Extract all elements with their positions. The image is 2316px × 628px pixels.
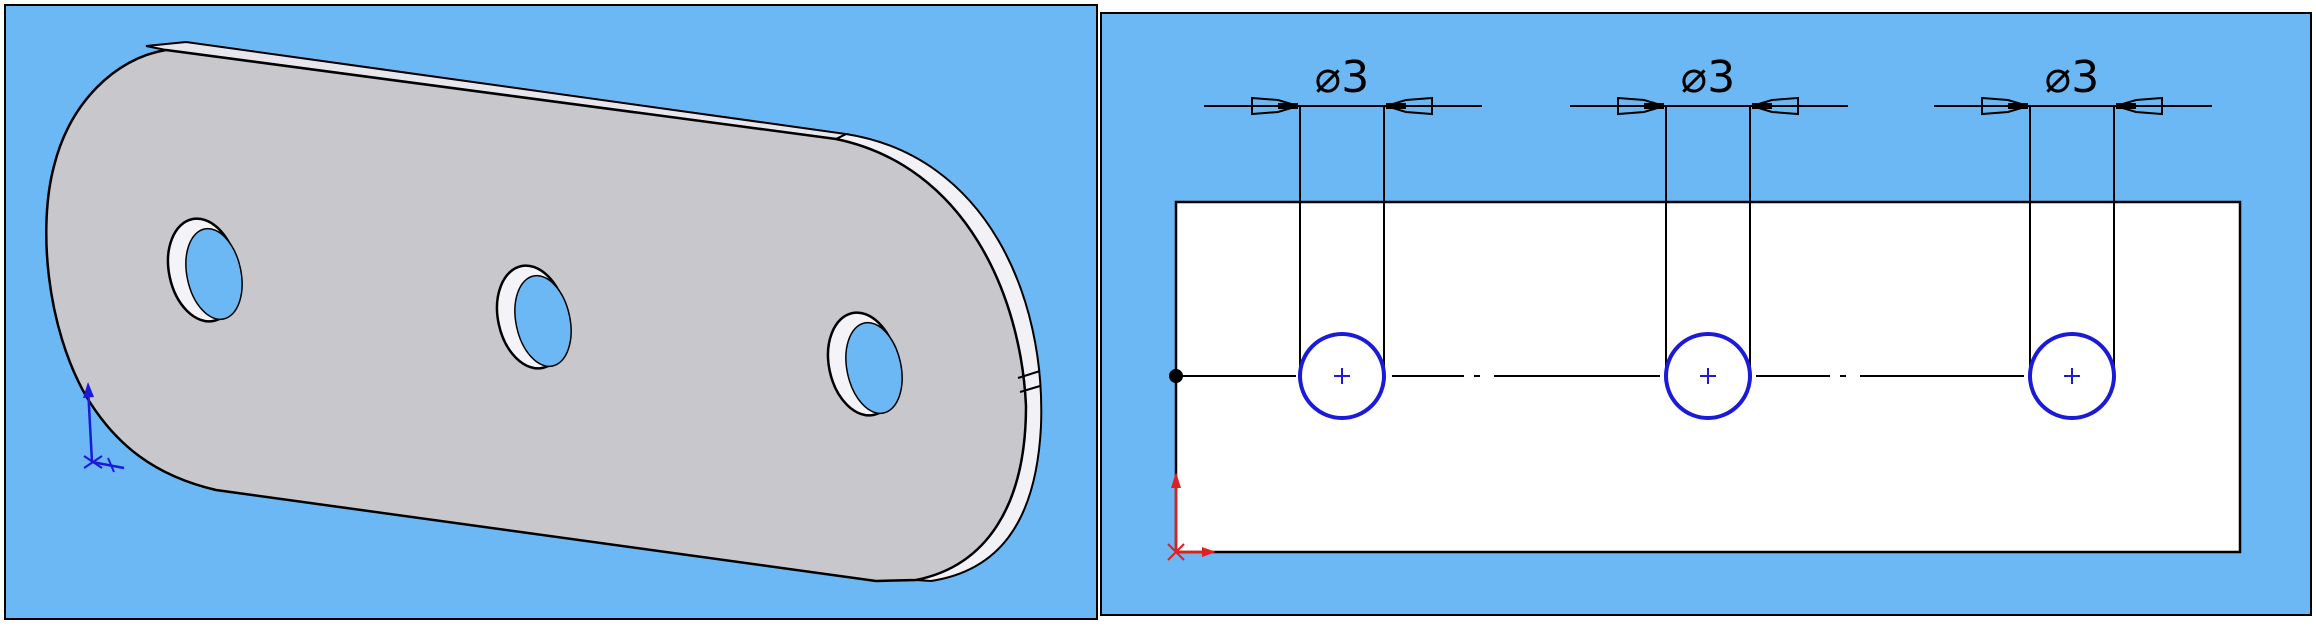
rim-seam-a — [1017, 370, 1041, 379]
hole-1[interactable] — [159, 212, 250, 328]
dimension-label-2[interactable]: ⌀3 — [1681, 52, 1735, 103]
sketch-viewport[interactable]: ⌀3 ⌀3 ⌀3 — [1100, 12, 2312, 616]
sketch-circle-1[interactable] — [1298, 332, 1386, 420]
dimension-label-3[interactable]: ⌀3 — [2045, 52, 2099, 103]
rim-seam-b — [1019, 385, 1041, 393]
3d-part-canvas — [6, 6, 1096, 618]
sketch-circle-2[interactable] — [1664, 332, 1752, 420]
hole-3[interactable] — [819, 306, 910, 422]
sketch-canvas: ⌀3 ⌀3 ⌀3 — [1102, 14, 2310, 614]
sketch-origin-icon — [1167, 472, 1216, 561]
diameter-dimension-3[interactable]: ⌀3 — [1934, 52, 2212, 376]
diameter-dimension-2[interactable]: ⌀3 — [1570, 52, 1848, 376]
diameter-dimension-1[interactable]: ⌀3 — [1204, 52, 1482, 376]
3d-part-viewport[interactable] — [4, 4, 1098, 620]
sketch-circle-3[interactable] — [2028, 332, 2116, 420]
hole-2[interactable] — [488, 259, 579, 375]
centerline-endpoint[interactable] — [1169, 369, 1183, 383]
coordinate-triad-icon — [83, 382, 125, 473]
dimension-label-1[interactable]: ⌀3 — [1315, 52, 1369, 103]
